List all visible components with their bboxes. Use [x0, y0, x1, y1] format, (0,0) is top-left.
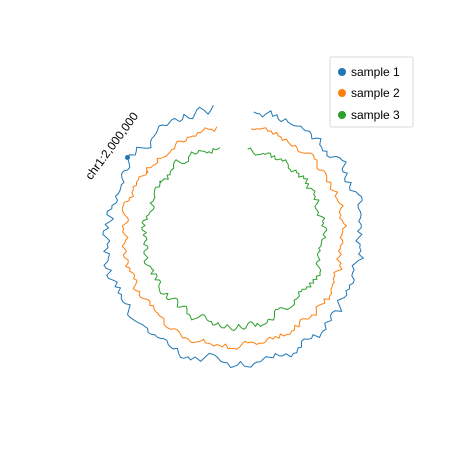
track-sample-1	[102, 105, 364, 368]
legend: sample 1 sample 2 sample 3	[329, 56, 414, 128]
legend-swatch-sample-1	[338, 68, 346, 76]
legend-swatch-sample-3	[338, 111, 346, 119]
legend-box	[329, 56, 414, 128]
position-markers	[125, 155, 162, 183]
track-sample-2	[121, 126, 347, 350]
legend-label-sample-1: sample 1	[351, 65, 400, 79]
position-marker-sample-3	[159, 180, 162, 183]
position-marker-sample-2	[146, 170, 149, 174]
legend-label-sample-3: sample 3	[351, 108, 400, 122]
track-sample-3	[141, 147, 328, 332]
position-marker	[125, 155, 130, 160]
legend-swatch-sample-2	[338, 89, 346, 97]
legend-label-sample-2: sample 2	[351, 86, 400, 100]
series-tracks	[102, 105, 364, 368]
position-annotation-label: chr1:2,000,000	[82, 109, 141, 182]
